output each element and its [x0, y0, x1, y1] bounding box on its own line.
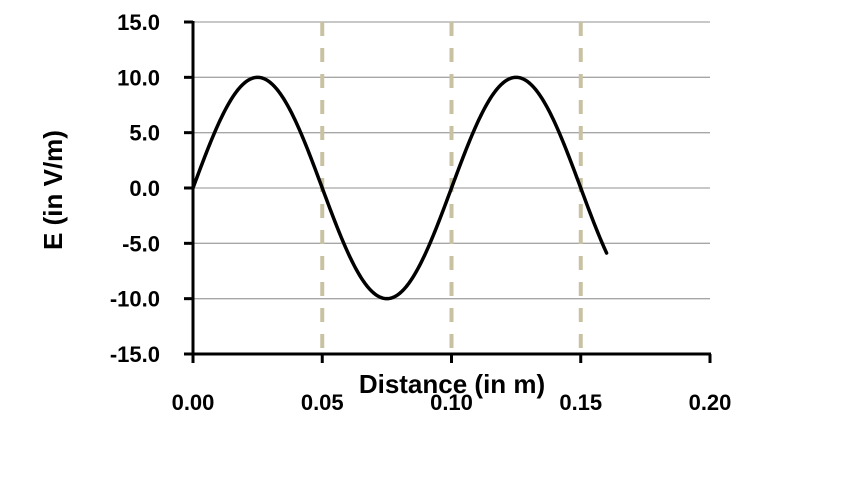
y-tick-label: 15.0	[117, 10, 160, 35]
tick-labels: 15.0 10.0 5.0 0.0 -5.0 -10.0 -15.0 0.00 0.05 0.10…	[110, 10, 732, 415]
y-tick-label: 5.0	[129, 121, 160, 146]
x-tick-label: 0.20	[689, 390, 732, 415]
y-tick-label: 10.0	[117, 65, 160, 90]
x-tick-label: 0.10	[430, 390, 473, 415]
axes	[184, 20, 712, 363]
y-tick-label: 0.0	[129, 176, 160, 201]
series-line	[191, 75, 609, 301]
x-axis-title: Distance (in m)	[359, 369, 545, 399]
series	[191, 75, 609, 301]
x-tick-label: 0.15	[559, 390, 602, 415]
x-tick-label: 0.00	[172, 390, 215, 415]
x-tick-label: 0.05	[301, 390, 344, 415]
y-axis-title: E (in V/m)	[38, 130, 68, 250]
y-tick-label: -5.0	[122, 231, 160, 256]
y-tick-label: -10.0	[110, 287, 160, 312]
y-tick-label: -15.0	[110, 342, 160, 367]
